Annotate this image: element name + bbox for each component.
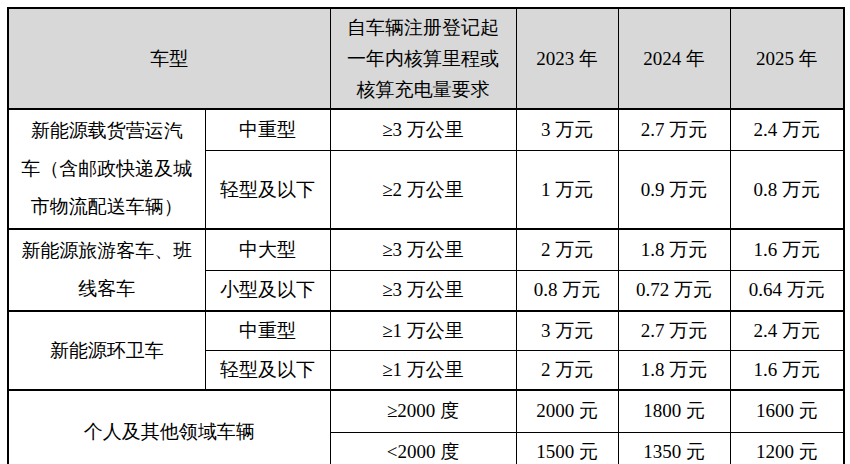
subsidy-2025: 2.4 万元 [730, 311, 844, 350]
vehicle-group-name: 新能源载货营运汽 车（含邮政快递及城 市物流配送车辆） [8, 109, 205, 229]
vehicle-subtype: 轻型及以下 [205, 350, 330, 390]
subsidy-2024: 1.8 万元 [618, 229, 730, 270]
subsidy-2025: 0.8 万元 [730, 151, 844, 229]
mileage-requirement: ≥2 万公里 [330, 151, 516, 229]
subsidy-2024: 2.7 万元 [618, 311, 730, 350]
charge-requirement: ≥2000 度 [330, 390, 516, 432]
vehicle-subtype: 轻型及以下 [205, 151, 330, 229]
charge-requirement: <2000 度 [330, 432, 516, 464]
subsidy-2025: 1.6 万元 [730, 350, 844, 390]
header-requirement: 自车辆注册登记起 一年内核算里程或 核算充电量要求 [330, 8, 516, 109]
table-row: 新能源旅游客车、班 线客车 中大型 ≥3 万公里 2 万元 1.8 万元 1.6… [8, 229, 844, 270]
subsidy-2024: 1.8 万元 [618, 350, 730, 390]
vehicle-subtype: 中重型 [205, 109, 330, 151]
table-row: 新能源载货营运汽 车（含邮政快递及城 市物流配送车辆） 中重型 ≥3 万公里 3… [8, 109, 844, 151]
header-year-2024: 2024 年 [618, 8, 730, 109]
subsidy-2024: 1350 元 [618, 432, 730, 464]
mileage-requirement: ≥3 万公里 [330, 109, 516, 151]
vehicle-group-name: 新能源环卫车 [8, 311, 205, 390]
subsidy-table: 车型 自车辆注册登记起 一年内核算里程或 核算充电量要求 2023 年 2024… [7, 7, 845, 464]
subsidy-2023: 2 万元 [516, 350, 618, 390]
subsidy-2025: 1.6 万元 [730, 229, 844, 270]
page: 车型 自车辆注册登记起 一年内核算里程或 核算充电量要求 2023 年 2024… [0, 0, 850, 464]
subsidy-2025: 2.4 万元 [730, 109, 844, 151]
subsidy-2023: 1500 元 [516, 432, 618, 464]
vehicle-subtype: 中重型 [205, 311, 330, 350]
subsidy-2023: 0.8 万元 [516, 270, 618, 311]
table-row: 新能源环卫车 中重型 ≥1 万公里 3 万元 2.7 万元 2.4 万元 [8, 311, 844, 350]
header-vehicle-type: 车型 [8, 8, 330, 109]
subsidy-2023: 1 万元 [516, 151, 618, 229]
subsidy-2023: 3 万元 [516, 109, 618, 151]
subsidy-2025: 0.64 万元 [730, 270, 844, 311]
subsidy-2023: 2 万元 [516, 229, 618, 270]
vehicle-group-name: 新能源旅游客车、班 线客车 [8, 229, 205, 311]
subsidy-2024: 0.9 万元 [618, 151, 730, 229]
table-row: 个人及其他领域车辆 ≥2000 度 2000 元 1800 元 1600 元 [8, 390, 844, 432]
subsidy-2025: 1200 元 [730, 432, 844, 464]
vehicle-subtype: 中大型 [205, 229, 330, 270]
header-year-2023: 2023 年 [516, 8, 618, 109]
vehicle-group-name: 个人及其他领域车辆 [8, 390, 330, 464]
mileage-requirement: ≥3 万公里 [330, 270, 516, 311]
mileage-requirement: ≥3 万公里 [330, 229, 516, 270]
header-row: 车型 自车辆注册登记起 一年内核算里程或 核算充电量要求 2023 年 2024… [8, 8, 844, 109]
subsidy-2024: 1800 元 [618, 390, 730, 432]
subsidy-2023: 3 万元 [516, 311, 618, 350]
subsidy-2024: 2.7 万元 [618, 109, 730, 151]
subsidy-2025: 1600 元 [730, 390, 844, 432]
mileage-requirement: ≥1 万公里 [330, 350, 516, 390]
subsidy-2024: 0.72 万元 [618, 270, 730, 311]
header-year-2025: 2025 年 [730, 8, 844, 109]
vehicle-subtype: 小型及以下 [205, 270, 330, 311]
subsidy-2023: 2000 元 [516, 390, 618, 432]
mileage-requirement: ≥1 万公里 [330, 311, 516, 350]
